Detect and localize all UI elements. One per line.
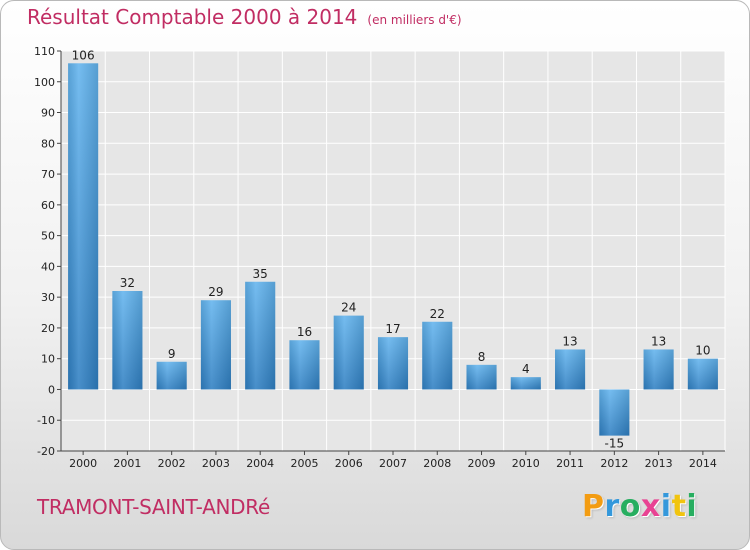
y-tick-label: -20 [37, 445, 55, 458]
data-label: 13 [562, 334, 577, 348]
y-tick-label: 0 [48, 383, 55, 396]
data-label: 9 [168, 347, 176, 361]
chart-title-text: Résultat Comptable 2000 à 2014 [27, 5, 358, 29]
bar-shade [599, 389, 630, 436]
y-tick-label: 80 [41, 137, 55, 150]
y-tick-label: -10 [37, 414, 55, 427]
y-tick-label: 50 [41, 230, 55, 243]
chart-title: Résultat Comptable 2000 à 2014 (en millie… [27, 5, 462, 29]
bar-shade [68, 63, 99, 390]
data-label: 24 [341, 301, 356, 315]
data-label: 35 [253, 267, 268, 281]
y-tick-label: 40 [41, 260, 55, 273]
bar-shade [112, 291, 143, 390]
data-label: 22 [430, 307, 445, 321]
data-label: 17 [385, 322, 400, 336]
x-tick-label: 2001 [113, 457, 141, 470]
bar-shade [422, 321, 453, 390]
x-tick-label: 2009 [468, 457, 496, 470]
data-label: 16 [297, 325, 312, 339]
x-tick-label: 2003 [202, 457, 230, 470]
x-tick-label: 2007 [379, 457, 407, 470]
bar-shade [156, 361, 187, 390]
x-tick-label: 2010 [512, 457, 540, 470]
x-tick-label: 2004 [246, 457, 274, 470]
bar-shade [333, 315, 364, 390]
data-label: 8 [478, 350, 486, 364]
logo-letter: o [619, 489, 641, 524]
y-tick-label: 70 [41, 168, 55, 181]
logo-letter: r [604, 489, 620, 524]
chart-subtitle: (en milliers d'€) [367, 13, 462, 27]
bars [68, 63, 718, 436]
data-label: 29 [208, 285, 223, 299]
y-tick-label: 110 [34, 45, 55, 58]
bar-shade [200, 300, 231, 390]
data-label: 4 [522, 362, 530, 376]
x-tick-label: 2012 [600, 457, 628, 470]
bar-shade [466, 364, 497, 390]
y-tick-label: 90 [41, 107, 55, 120]
y-tick-label: 20 [41, 322, 55, 335]
data-label: 106 [72, 48, 95, 62]
bar-shade [289, 340, 320, 390]
logo-letter: x [640, 489, 661, 524]
y-tick-label: 60 [41, 199, 55, 212]
x-tick-label: 2002 [158, 457, 186, 470]
logo-letter: P [582, 489, 605, 524]
logo-letter: i [686, 489, 698, 524]
x-tick-label: 2011 [556, 457, 584, 470]
y-tick-label: 100 [34, 76, 55, 89]
commune-name: TRAMONT-SAINT-ANDRé [37, 495, 270, 519]
x-tick-label: 2014 [689, 457, 717, 470]
data-label: 32 [120, 276, 135, 290]
data-label: 10 [695, 344, 710, 358]
x-tick-label: 2000 [69, 457, 97, 470]
bar-shade [510, 377, 541, 390]
bar-shade [377, 337, 409, 390]
x-tick-label: 2008 [423, 457, 451, 470]
bar-shade [687, 358, 718, 390]
logo-letter: t [671, 489, 687, 524]
x-tick-label: 2006 [335, 457, 363, 470]
bar-shade [643, 349, 674, 390]
data-label: -15 [605, 437, 625, 451]
y-tick-label: 10 [41, 353, 55, 366]
x-tick-label: 2005 [290, 457, 318, 470]
bar-shade [555, 349, 586, 390]
proxiti-logo: Proxiti [582, 489, 697, 524]
bar-shade [245, 281, 276, 390]
value-labels: 106 32 9 29 35 16 24 17 22 8 4 13 -15 13 10 [72, 48, 711, 450]
axes: -20 -10 0 10 20 30 40 50 60 70 80 90 100 110 2000 2001 2… [34, 45, 725, 470]
logo-letter: i [660, 489, 672, 524]
data-label: 13 [651, 334, 666, 348]
y-tick-label: 30 [41, 291, 55, 304]
x-tick-label: 2013 [645, 457, 673, 470]
